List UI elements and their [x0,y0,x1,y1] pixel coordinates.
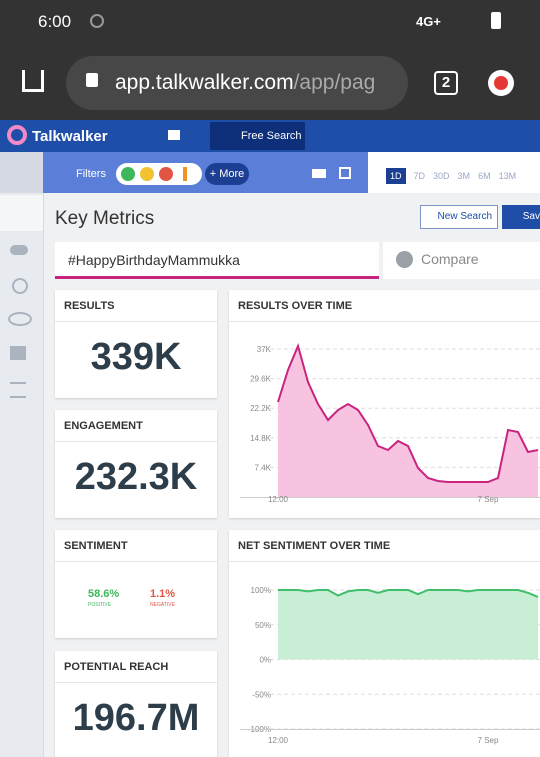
y-tick-label: 50% [255,621,271,630]
x-tick-label: 12:00 [268,495,289,504]
positive-value: 58.6% [88,588,120,600]
query-text: #HappyBirthdayMammukka [68,252,240,268]
new-search-button[interactable]: New Search [420,205,498,229]
url-host: app.talkwalker.com [115,71,294,94]
add-icon [396,251,413,268]
x-tick-label: 7 Sep [478,736,499,745]
negative-value: 1.1% [150,588,176,600]
metric-card: RESULTS 339K [55,290,217,398]
y-tick-label: 0% [259,656,271,665]
clear-button[interactable] [312,169,326,178]
range-button[interactable]: 30D [433,171,450,181]
sidebar-icon[interactable] [12,278,28,294]
fullscreen-button[interactable] [339,167,351,179]
chart: 7.4K 14.8K 22.2K 29.6K 37K 12:00 7 Sep [240,342,540,504]
range-button[interactable]: 1D [386,168,406,184]
page-title: Key Metrics [55,208,155,229]
query-box[interactable] [55,242,379,279]
x-tick-label: 12:00 [268,736,289,745]
clock: 6:00 [38,12,72,31]
url-bar[interactable] [66,56,408,110]
metric-value: 232.3K [74,456,198,498]
battery-icon [491,12,501,29]
network-type: 4G+ [416,14,441,29]
metric-card: POTENTIAL REACH 196.7M [55,651,217,757]
home-button[interactable] [22,70,44,92]
positive-label: POSITIVE [88,602,112,608]
metric-value: 339K [90,336,182,378]
metric-label: SENTIMENT [64,540,128,552]
tab-label: Free Search [241,130,302,142]
sidebar-icon[interactable] [8,312,32,326]
y-tick-label: 100% [251,586,271,595]
range-button[interactable]: 7D [413,171,426,181]
range-button[interactable]: 13M [498,171,517,181]
metric-label: ENGAGEMENT [64,420,143,432]
metric-card: ENGAGEMENT 232.3K [55,410,217,518]
chart-card: RESULTS OVER TIME 7.4K 14.8K 22.2K 29.6K 37K… [229,290,540,518]
range-selector: 1D 7D 30D 3M 6M 13M [386,166,524,184]
y-tick-label: -50% [252,690,271,699]
home-icon[interactable] [168,130,180,140]
y-tick-label: 22.2K [250,404,272,413]
line [277,342,539,483]
y-tick-label: 7.4K [255,463,272,472]
tab-count[interactable]: 2 [434,71,458,95]
url-path: /app/pag [293,71,376,94]
more-button[interactable]: + More [205,163,249,185]
sentiment-filter[interactable] [116,163,202,185]
sidebar-active[interactable] [0,195,43,231]
sidebar-icon[interactable] [10,346,26,360]
line [278,589,539,598]
chart-title: RESULTS OVER TIME [238,300,353,312]
sidebar-icon[interactable] [10,382,26,398]
y-tick-label: 37K [257,345,272,354]
save-button[interactable]: Sav [502,205,540,229]
brand-name[interactable]: Talkwalker [32,128,108,145]
metric-label: RESULTS [64,300,115,312]
sidebar-icon[interactable] [10,245,28,255]
sidebar [0,152,44,757]
range-button[interactable]: 6M [478,171,491,181]
lock-icon [86,73,98,87]
metric-label: POTENTIAL REACH [64,661,169,673]
chart: -100%-50%0%50%100%12:00 7 Sep [240,586,540,745]
chart-title: NET SENTIMENT OVER TIME [238,540,391,552]
sentiment-card: SENTIMENT 58.6% POSITIVE 1.1% NEGATIVE [55,530,217,638]
chart-card: NET SENTIMENT OVER TIME -100% -50% 0% 50% 10… [229,530,540,757]
area-fill [278,590,538,660]
metric-value: 196.7M [72,697,200,739]
brand-logo [7,125,27,145]
active-tab[interactable] [210,122,305,150]
compare-label: Compare [421,251,479,267]
area-fill [278,346,538,497]
sidebar-top [0,152,43,193]
menu-button[interactable] [488,70,514,96]
filters-button[interactable]: Filters [76,168,106,180]
range-button[interactable]: 3M [457,171,471,181]
y-tick-label: 14.8K [250,434,272,443]
whatsapp-icon [90,14,104,28]
y-tick-label: 29.6K [250,375,272,384]
url-text: app.talkwalker.com/app/pag [115,71,375,95]
x-tick-label: 7 Sep [478,495,499,504]
negative-label: NEGATIVE [150,602,175,608]
